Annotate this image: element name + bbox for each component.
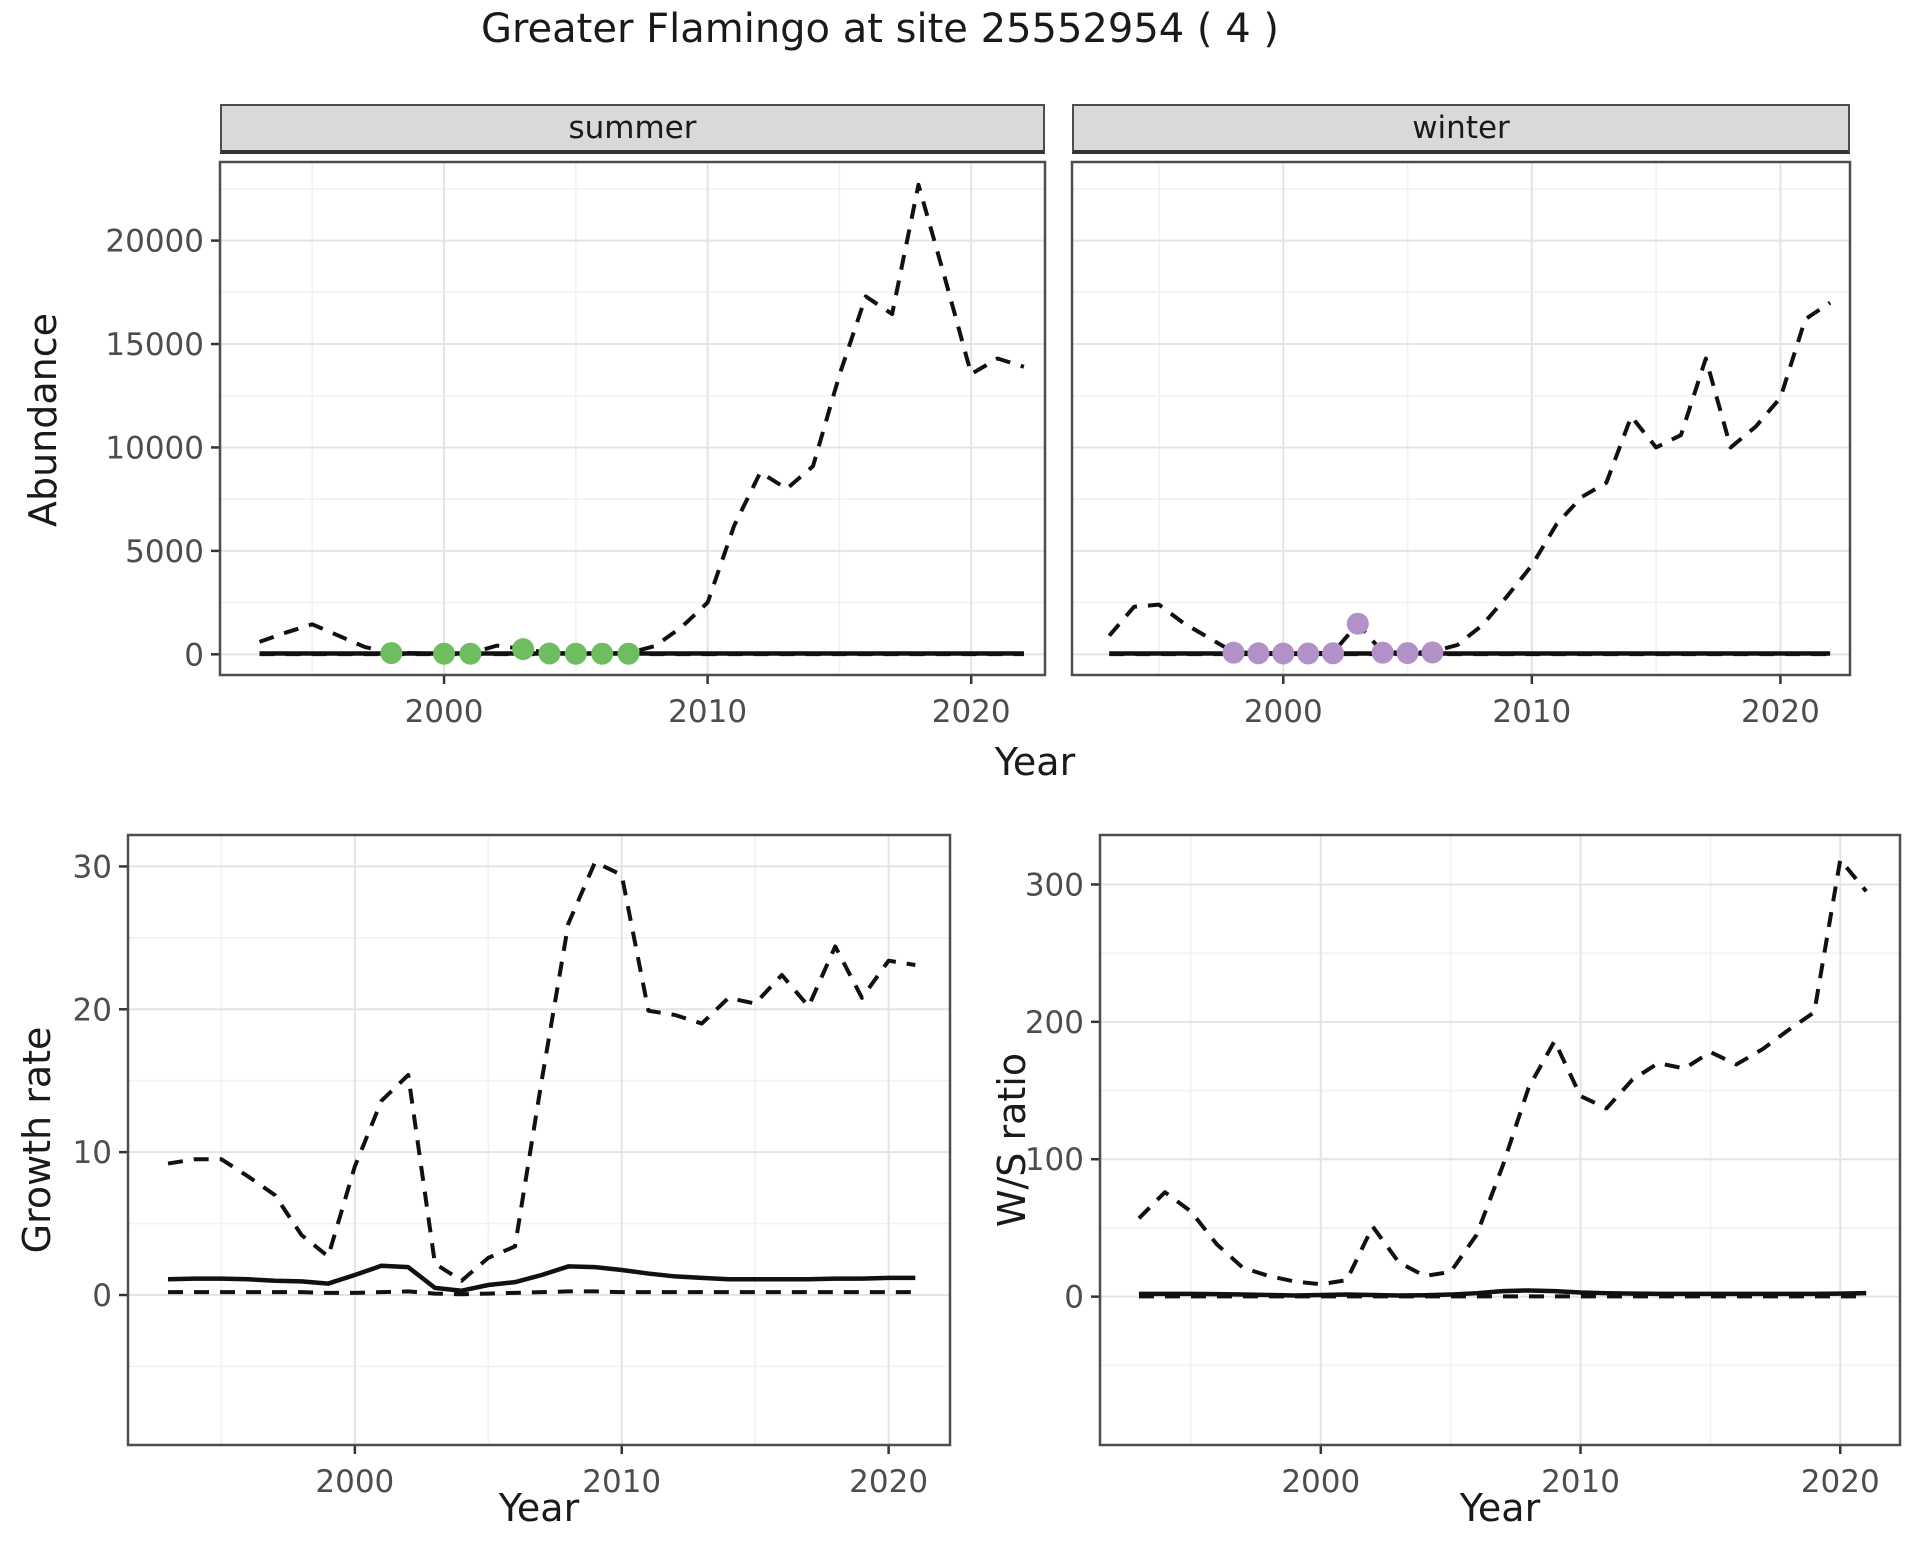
x-tick-label: 2000: [1281, 1464, 1360, 1500]
year-axis-label-bottom-right: Year: [1459, 1486, 1541, 1530]
y-tick-label: 10000: [105, 430, 204, 466]
data-point-observed-counts-winter: [1321, 642, 1344, 665]
panel-border-ws-ratio: [1098, 833, 1902, 1447]
data-point-observed-counts-summer: [617, 642, 640, 665]
y-tick-label: 20: [73, 992, 112, 1028]
data-point-observed-counts-winter: [1297, 642, 1320, 665]
x-tick-label: 2000: [405, 694, 484, 730]
data-point-observed-counts-summer: [591, 642, 614, 665]
x-tick-label: 2010: [1492, 694, 1571, 730]
panel-border-abundance-winter: [1070, 160, 1852, 677]
series-estimate-growth-rate: [167, 1263, 916, 1293]
data-point-observed-counts-winter: [1396, 642, 1419, 665]
x-tick-label: 2010: [582, 1464, 661, 1500]
data-point-observed-counts-summer: [538, 642, 561, 665]
panel-border-abundance-summer: [218, 160, 1047, 677]
y-tick-label: 200: [1025, 1005, 1084, 1041]
x-tick-label: 2010: [1541, 1464, 1620, 1500]
x-tick-label: 2020: [932, 694, 1011, 730]
y-tick-label: 10: [73, 1135, 112, 1171]
y-tick-label: 0: [1064, 1280, 1084, 1316]
facet-strip-winter: winter: [1072, 104, 1850, 154]
y-tick-label: 20000: [105, 224, 204, 260]
panel-abundance-winter: [1072, 162, 1850, 675]
panel-ws-ratio: [1100, 835, 1900, 1445]
data-point-observed-counts-winter: [1222, 641, 1245, 664]
y-tick-label: 15000: [105, 327, 204, 363]
x-tick-label: 2000: [315, 1464, 394, 1500]
x-tick-label: 2010: [668, 694, 747, 730]
series-upper-ci-ws-ratio: [1137, 857, 1868, 1287]
data-point-observed-counts-winter: [1346, 612, 1369, 635]
y-tick-label: 5000: [125, 534, 204, 570]
data-point-observed-counts-summer: [564, 642, 587, 665]
series-estimate-ws-ratio: [1138, 1288, 1867, 1298]
data-point-observed-counts-winter: [1421, 641, 1444, 664]
data-point-observed-counts-winter: [1272, 642, 1295, 665]
y-tick-label: 30: [73, 849, 112, 885]
year-axis-label-bottom-left: Year: [498, 1486, 580, 1530]
series-lower-ci-growth-rate: [168, 1289, 916, 1297]
y-tick-label: 100: [1025, 1142, 1084, 1178]
data-point-observed-counts-winter: [1371, 641, 1394, 664]
x-tick-label: 2020: [849, 1464, 928, 1500]
facet-strip-winter-label: winter: [1412, 110, 1510, 146]
y-tick-label: 0: [92, 1278, 112, 1314]
panel-growth-rate: [128, 835, 950, 1445]
plot-title: Greater Flamingo at site 25552954 ( 4 ): [480, 6, 1280, 52]
facet-strip-summer: summer: [220, 104, 1045, 154]
y-tick-label: 300: [1025, 867, 1084, 903]
x-tick-label: 2000: [1244, 694, 1323, 730]
data-point-observed-counts-summer: [512, 638, 535, 661]
data-point-observed-counts-winter: [1247, 642, 1270, 665]
x-tick-label: 2020: [1741, 694, 1820, 730]
data-point-observed-counts-summer: [433, 642, 456, 665]
panel-abundance-summer: [220, 162, 1045, 675]
series-upper-ci-abundance-winter: [1107, 300, 1832, 656]
y-tick-label: 0: [184, 637, 204, 673]
panel-border-growth-rate: [126, 833, 952, 1447]
year-axis-label-top: Year: [994, 740, 1076, 784]
data-point-observed-counts-summer: [459, 642, 482, 665]
data-point-observed-counts-summer: [380, 642, 403, 665]
x-tick-label: 2020: [1801, 1464, 1880, 1500]
facet-strip-summer-label: summer: [568, 110, 697, 146]
